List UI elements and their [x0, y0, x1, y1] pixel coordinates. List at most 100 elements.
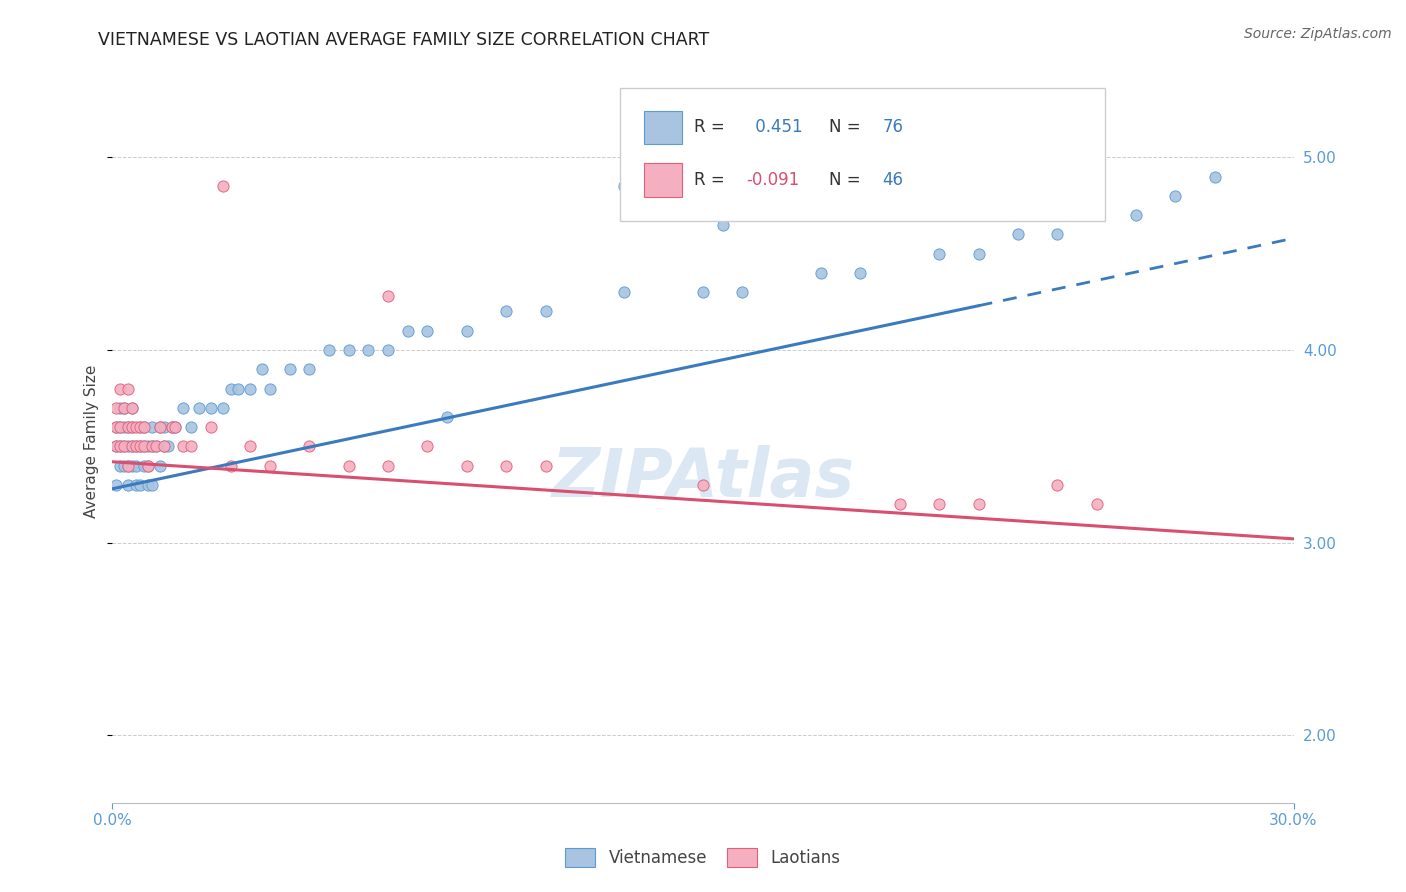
Point: [188, 401, 211, 415]
Point: [211, 179, 233, 194]
Point: [165, 420, 187, 434]
Point: [117, 382, 139, 396]
Point: [180, 420, 202, 434]
FancyBboxPatch shape: [644, 163, 682, 196]
Point: [136, 458, 159, 473]
Point: [110, 420, 132, 434]
Point: [495, 458, 517, 473]
Point: [156, 439, 179, 453]
Text: ZIPAtlas: ZIPAtlas: [551, 445, 855, 510]
Point: [105, 401, 128, 415]
Point: [121, 458, 143, 473]
Point: [132, 420, 155, 434]
Text: -0.091: -0.091: [747, 171, 800, 189]
Point: [928, 246, 950, 260]
Point: [278, 362, 301, 376]
Point: [357, 343, 380, 357]
Point: [136, 458, 159, 473]
Point: [928, 497, 950, 511]
Point: [1125, 208, 1147, 222]
Point: [160, 420, 183, 434]
Point: [105, 439, 128, 453]
Point: [1046, 478, 1069, 492]
Point: [117, 458, 139, 473]
Point: [125, 478, 148, 492]
Text: N =: N =: [830, 171, 866, 189]
Point: [239, 439, 262, 453]
Point: [125, 458, 148, 473]
Point: [1046, 227, 1069, 242]
Point: [160, 420, 183, 434]
Point: [337, 343, 360, 357]
Point: [117, 439, 139, 453]
Point: [967, 246, 990, 260]
Point: [1085, 208, 1108, 222]
Point: [416, 324, 439, 338]
Point: [136, 439, 159, 453]
Point: [377, 458, 399, 473]
Point: [125, 439, 148, 453]
Point: [121, 401, 143, 415]
Text: R =: R =: [693, 171, 730, 189]
Point: [456, 458, 478, 473]
Point: [228, 382, 250, 396]
Point: [112, 401, 135, 415]
Point: [211, 401, 233, 415]
Point: [298, 439, 321, 453]
Point: [692, 285, 714, 300]
Point: [105, 478, 128, 492]
Point: [180, 439, 202, 453]
Point: [239, 382, 262, 396]
Point: [1085, 497, 1108, 511]
Point: [105, 439, 128, 453]
Point: [110, 401, 132, 415]
Point: [110, 458, 132, 473]
Text: 0.451: 0.451: [751, 119, 803, 136]
Point: [110, 439, 132, 453]
Point: [810, 266, 832, 280]
Point: [416, 439, 439, 453]
Point: [136, 478, 159, 492]
Point: [121, 439, 143, 453]
Point: [889, 497, 911, 511]
Point: [112, 439, 135, 453]
Point: [141, 478, 163, 492]
Point: [172, 401, 194, 415]
Point: [129, 478, 152, 492]
Point: [613, 179, 636, 194]
Point: [200, 401, 222, 415]
Point: [692, 478, 714, 492]
Point: [132, 439, 155, 453]
Point: [219, 458, 242, 473]
Point: [250, 362, 273, 376]
Point: [1007, 227, 1029, 242]
Text: 76: 76: [883, 119, 904, 136]
Point: [152, 439, 174, 453]
Point: [613, 285, 636, 300]
Point: [141, 420, 163, 434]
Point: [534, 304, 557, 318]
Point: [436, 410, 458, 425]
Point: [152, 420, 174, 434]
Point: [298, 362, 321, 376]
Point: [117, 478, 139, 492]
Point: [129, 439, 152, 453]
Point: [110, 420, 132, 434]
Point: [129, 420, 152, 434]
Point: [129, 420, 152, 434]
Point: [259, 382, 281, 396]
Point: [112, 458, 135, 473]
Point: [731, 285, 754, 300]
FancyBboxPatch shape: [620, 87, 1105, 221]
Point: [172, 439, 194, 453]
Point: [711, 218, 734, 232]
Point: [117, 420, 139, 434]
Point: [117, 420, 139, 434]
Point: [152, 439, 174, 453]
Y-axis label: Average Family Size: Average Family Size: [84, 365, 100, 518]
Point: [110, 439, 132, 453]
FancyBboxPatch shape: [644, 111, 682, 144]
Text: 46: 46: [883, 171, 904, 189]
Text: VIETNAMESE VS LAOTIAN AVERAGE FAMILY SIZE CORRELATION CHART: VIETNAMESE VS LAOTIAN AVERAGE FAMILY SIZ…: [98, 31, 710, 49]
Point: [219, 382, 242, 396]
